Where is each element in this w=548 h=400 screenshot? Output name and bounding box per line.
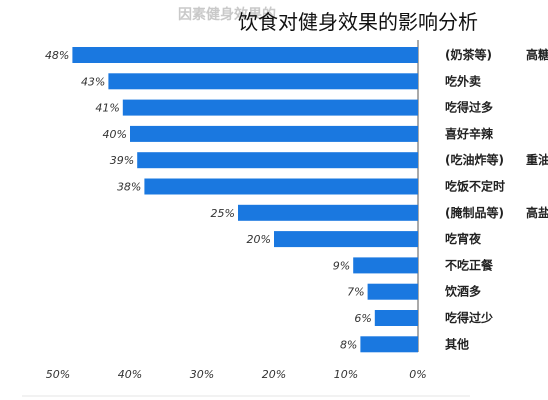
category-label: 吃得过少 — [445, 310, 493, 325]
bar-value-label: 7% — [347, 286, 364, 299]
x-tick-label: 10% — [334, 368, 358, 381]
bar-value-label: 20% — [247, 233, 271, 246]
category-group-label: 重油 — [526, 152, 548, 167]
x-tick-label: 0% — [409, 368, 426, 381]
category-label: 吃饭不定时 — [445, 179, 505, 194]
bar — [122, 99, 419, 116]
x-tick-label: 20% — [262, 368, 286, 381]
bar-value-label: 48% — [45, 49, 69, 62]
faded-chart-title: 因素健身效果的 — [178, 7, 276, 23]
x-tick-label: 50% — [46, 368, 70, 381]
bar-value-label: 38% — [117, 181, 141, 194]
chart-title: 饮食对健身效果的影响分析 — [238, 10, 478, 34]
x-tick-label: 40% — [118, 368, 142, 381]
category-label: 吃得过多 — [445, 100, 493, 115]
category-group-label: 高糖 — [526, 47, 548, 62]
bar-value-label: 6% — [354, 312, 371, 325]
bar-value-label: 43% — [81, 75, 105, 88]
category-label: (吃油炸等) — [445, 152, 504, 167]
bar-value-label: 39% — [110, 154, 134, 167]
bar — [137, 152, 418, 169]
category-label: 吃宵夜 — [445, 231, 482, 246]
bar — [238, 204, 418, 221]
bar — [360, 336, 418, 353]
category-label: 不吃正餐 — [445, 257, 494, 272]
category-label: 喜好辛辣 — [445, 126, 494, 141]
bar — [144, 178, 418, 195]
category-group-label: 高盐 — [526, 205, 548, 220]
category-label: 吃外卖 — [445, 73, 481, 88]
category-label: 其他 — [445, 336, 469, 351]
x-tick-label: 30% — [190, 368, 214, 381]
bar — [374, 310, 418, 326]
bar-value-label: 25% — [211, 207, 235, 220]
bar — [72, 47, 419, 63]
bar — [108, 73, 419, 90]
category-label: (腌制品等) — [445, 205, 504, 220]
bar — [274, 231, 418, 248]
bar — [353, 257, 418, 274]
bar — [367, 283, 418, 300]
bar-value-label: 40% — [103, 128, 127, 141]
category-label: (奶茶等) — [445, 47, 492, 62]
bar — [130, 125, 418, 142]
bar-value-label: 9% — [333, 259, 350, 272]
bar-value-label: 41% — [95, 102, 119, 115]
category-label: 饮酒多 — [444, 284, 481, 299]
bar-value-label: 8% — [340, 338, 357, 351]
